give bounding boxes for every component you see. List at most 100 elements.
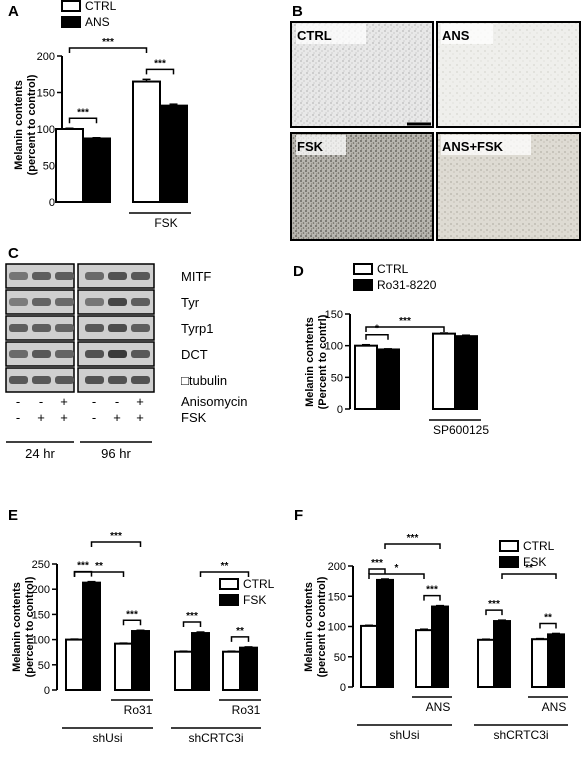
significance-bracket [501, 573, 557, 579]
blot-band [55, 350, 74, 358]
legend-swatch [61, 16, 81, 28]
significance-bracket [539, 622, 557, 629]
significance-label: *** [488, 599, 500, 610]
bar [132, 80, 161, 203]
y-tick-label: 0 [49, 197, 55, 209]
y-axis-label: Melanin contents [304, 317, 316, 407]
micrograph-label-bg [441, 24, 493, 44]
legend-label: CTRL [377, 262, 409, 276]
bar [431, 605, 449, 688]
significance-label: *** [110, 531, 122, 542]
significance-bracket [73, 571, 125, 577]
y-axis-label: (percent to control) [24, 576, 36, 677]
blot-band [108, 350, 127, 358]
micrograph-label-ctrl: CTRL [297, 28, 332, 43]
blot-band [131, 350, 150, 358]
blot-band [85, 298, 104, 306]
bar [159, 104, 188, 203]
micrograph-grid: CTRL ANS FSK ANS+FSK [290, 21, 581, 241]
y-axis-label: (Percent to contrl) [317, 314, 329, 409]
bar [432, 332, 456, 410]
significance-bracket [365, 333, 389, 340]
bar [174, 650, 193, 691]
significance-label: *** [126, 609, 138, 620]
significance-bracket [145, 68, 175, 75]
significance-bracket [368, 573, 425, 579]
legend-label: Ro31-8220 [377, 278, 437, 292]
treatment-sign: - [16, 410, 20, 425]
significance-label: *** [371, 558, 383, 569]
treatment-sign: + [60, 394, 68, 409]
bar [531, 638, 549, 689]
treatment-label: Anisomycin [181, 394, 247, 409]
y-axis-label: (percent to control) [316, 576, 328, 677]
panel-label-d: D [293, 263, 304, 280]
significance-bracket [182, 621, 202, 628]
y-tick-label: 100 [325, 341, 343, 353]
blot-band [131, 376, 150, 384]
significance-label: *** [77, 107, 89, 118]
panel-label-c: C [8, 245, 19, 262]
group-label: ANS [426, 700, 451, 714]
blot-band [9, 298, 28, 306]
bar [376, 348, 400, 411]
significance-label: ** [525, 563, 533, 574]
blot-protein-label: MITF [181, 269, 211, 284]
y-tick-label: 100 [32, 635, 50, 647]
legend-swatch [219, 578, 239, 590]
group-label: shCRTC3i [493, 728, 548, 742]
blot-band [55, 272, 74, 280]
group-label: Ro31 [124, 703, 153, 717]
blot-band [55, 324, 74, 332]
blot-band [131, 272, 150, 280]
significance-label: ** [544, 612, 552, 623]
chart-a: 0 50 100 150 200 Melanin contents (percent to … [13, 0, 191, 230]
y-tick-label: 250 [32, 559, 50, 571]
significance-label: ** [95, 561, 103, 572]
legend-label: FSK [523, 555, 546, 569]
panel-label-e: E [8, 507, 18, 524]
significance-label: *** [102, 37, 114, 48]
bar [354, 344, 378, 410]
bar [547, 633, 565, 688]
group-label: shUsi [389, 728, 419, 742]
legend-swatch [499, 556, 519, 568]
blot-band [131, 298, 150, 306]
bar [493, 620, 511, 688]
treatment-sign: - [92, 410, 96, 425]
significance-label: *** [186, 611, 198, 622]
bar [477, 638, 495, 688]
y-tick-label: 150 [32, 609, 50, 621]
y-tick-label: 50 [334, 652, 346, 664]
bar [82, 137, 111, 204]
significance-bracket [230, 636, 250, 642]
y-axis-label: (percent to control) [26, 74, 38, 175]
micrograph-label-bg [296, 135, 346, 155]
blot-band [108, 298, 127, 306]
legend-swatch [61, 0, 81, 12]
y-tick-label: 200 [37, 51, 55, 63]
blot-protein-label: Tyrp1 [181, 321, 214, 336]
chart-e: 0 50 100 150 200 250 Melanin contents (percent … [11, 531, 275, 745]
legend-swatch [353, 263, 373, 275]
y-axis-label: Melanin contents [303, 582, 315, 672]
bar [376, 578, 394, 688]
blot-band [9, 324, 28, 332]
significance-bracket [365, 326, 445, 332]
time-label: 24 hr [25, 446, 55, 461]
y-tick-label: 100 [37, 124, 55, 136]
bar [131, 630, 150, 691]
bar [239, 646, 258, 691]
y-tick-label: 150 [328, 591, 346, 603]
significance-bracket [90, 541, 142, 547]
bar [191, 632, 210, 691]
blot-protein-label: DCT [181, 347, 208, 362]
significance-label: * [375, 324, 379, 335]
significance-bracket [68, 117, 98, 124]
bar [360, 624, 378, 689]
significance-bracket [68, 47, 148, 53]
blot-band [85, 324, 104, 332]
blot-band [85, 272, 104, 280]
micrograph-label-fsk: FSK [297, 139, 324, 154]
